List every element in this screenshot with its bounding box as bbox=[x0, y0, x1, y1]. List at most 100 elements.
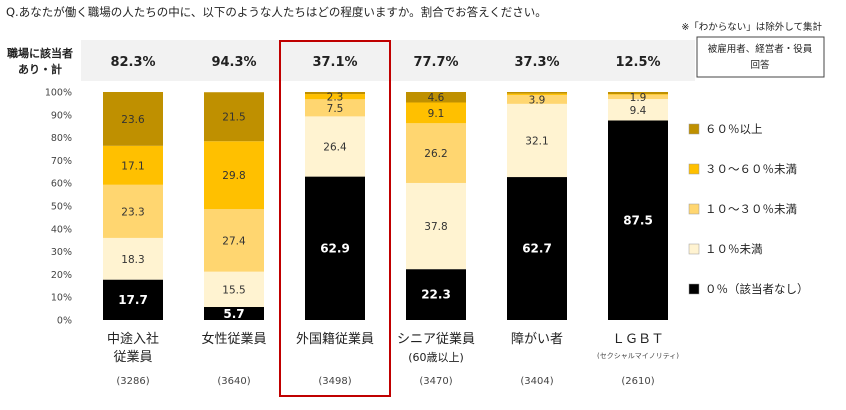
category-label: 従業員 bbox=[113, 349, 152, 365]
category-label: 女性従業員 bbox=[201, 331, 266, 347]
legend-label: ０％（該当者なし） bbox=[705, 282, 809, 296]
bar-segment bbox=[406, 92, 466, 103]
bar-segment bbox=[103, 237, 163, 280]
bar-segment bbox=[608, 99, 668, 121]
data-label: 62.7 bbox=[522, 242, 552, 256]
sample-size: (3640) bbox=[217, 376, 250, 387]
summary-label-line: あり・計 bbox=[18, 62, 62, 76]
bar-segment bbox=[305, 176, 365, 320]
question-title: Q.あなたが働く職場の人たちの中に、以下のような人たちはどの程度いますか。割合で… bbox=[6, 5, 547, 19]
legend-label: ６０％以上 bbox=[705, 122, 763, 136]
data-labels: 17.7 18.3 23.3 17.1 23.6 5.7 15.5 27.4 29.8 21.5 6… bbox=[118, 92, 653, 321]
data-label: 32.1 bbox=[525, 135, 548, 147]
data-label: 27.4 bbox=[222, 235, 246, 247]
bar-segment bbox=[608, 92, 668, 95]
summary-value: 82.3% bbox=[110, 55, 155, 70]
bar-segment bbox=[204, 141, 264, 210]
summary-value: 77.7% bbox=[413, 55, 458, 70]
bar-segment bbox=[305, 99, 365, 117]
bar-segment bbox=[305, 94, 365, 100]
legend-swatch bbox=[688, 243, 700, 255]
data-label: 9.1 bbox=[428, 108, 445, 120]
data-label: 37.8 bbox=[424, 221, 447, 233]
sample-size: (3404) bbox=[520, 376, 553, 387]
legend-swatch bbox=[688, 283, 700, 295]
data-label: 21.5 bbox=[222, 112, 245, 124]
bar-segment bbox=[507, 92, 567, 94]
y-tick-label: 10% bbox=[51, 293, 72, 304]
bar-segment bbox=[103, 92, 163, 146]
y-tick-label: 90% bbox=[51, 110, 72, 121]
summary-values: 82.3% 94.3% 37.1% 77.7% 37.3% 12.5% bbox=[110, 55, 660, 70]
bar-segment bbox=[507, 103, 567, 178]
bar-segment bbox=[103, 145, 163, 185]
data-label: 23.6 bbox=[121, 114, 145, 126]
category-label: ＬＧＢＴ bbox=[612, 332, 664, 347]
category-label: 外国籍従業員 bbox=[296, 331, 374, 347]
data-label: 22.3 bbox=[421, 288, 451, 302]
bar-segment bbox=[204, 307, 264, 320]
legend-label: １０％未満 bbox=[705, 242, 763, 256]
category-label: 障がい者 bbox=[511, 332, 563, 347]
note-box bbox=[696, 36, 825, 78]
summary-value: 94.3% bbox=[211, 55, 256, 70]
data-label: 7.5 bbox=[327, 103, 344, 115]
sample-size: (3286) bbox=[116, 376, 149, 387]
data-label: 26.4 bbox=[323, 141, 347, 153]
bar-segment bbox=[204, 92, 264, 142]
bar-segment bbox=[103, 184, 163, 238]
bar-segment bbox=[305, 116, 365, 177]
summary-value: 37.3% bbox=[514, 55, 559, 70]
data-label: 2.3 bbox=[327, 92, 344, 104]
note-text: ※「わからない」は除外して集計 bbox=[681, 21, 822, 33]
bar-segment bbox=[507, 94, 567, 104]
note-box-line: 被雇用者、経営者・役員 bbox=[708, 43, 813, 55]
data-label: 15.5 bbox=[222, 284, 245, 296]
summary-label-line: 職場に該当者 bbox=[7, 46, 73, 60]
data-label: 87.5 bbox=[623, 213, 653, 227]
legend-swatch bbox=[688, 163, 700, 175]
bar-segment bbox=[406, 102, 466, 124]
bar-segment bbox=[406, 123, 466, 183]
bar-segment bbox=[507, 177, 567, 320]
y-tick-label: 100% bbox=[45, 88, 72, 99]
legend-swatch bbox=[688, 123, 700, 135]
legend: ６０％以上 ３０～６０％未満 １０～３０％未満 １０％未満 ０％（該当者なし） bbox=[688, 122, 809, 296]
summary-value: 12.5% bbox=[615, 55, 660, 70]
data-label: 1.9 bbox=[630, 92, 647, 104]
category-label: 中途入社 bbox=[107, 331, 159, 347]
data-label: 3.9 bbox=[529, 94, 546, 106]
summary-value: 37.1% bbox=[312, 55, 357, 70]
data-label: 23.3 bbox=[121, 206, 144, 218]
bar-segment bbox=[608, 94, 668, 95]
bar-segment bbox=[204, 209, 264, 272]
bar-segment bbox=[103, 279, 163, 320]
note-box-line: 回答 bbox=[750, 59, 770, 71]
y-tick-label: 80% bbox=[51, 133, 72, 144]
category-label: (60歳以上) bbox=[408, 351, 464, 364]
bar-segment bbox=[406, 269, 466, 320]
data-label: 17.7 bbox=[118, 293, 148, 307]
y-tick-label: 20% bbox=[51, 270, 72, 281]
bar-segment bbox=[305, 92, 365, 95]
legend-label: ３０～６０％未満 bbox=[705, 162, 797, 176]
data-label: 26.2 bbox=[424, 148, 447, 160]
sample-size: (2610) bbox=[621, 376, 654, 387]
bar-segment bbox=[406, 182, 466, 270]
data-label: 4.6 bbox=[428, 92, 445, 104]
data-label: 18.3 bbox=[121, 254, 144, 266]
bar-segment bbox=[608, 94, 668, 100]
category-sublabel: (セクシャルマイノリティ) bbox=[597, 352, 679, 360]
data-label: 5.7 bbox=[223, 307, 244, 321]
legend-label: １０～３０％未満 bbox=[705, 202, 797, 216]
y-tick-label: 30% bbox=[51, 247, 72, 258]
summary-band bbox=[81, 40, 695, 81]
sample-size: (3470) bbox=[419, 376, 452, 387]
y-tick-label: 70% bbox=[51, 156, 72, 167]
y-tick-label: 0% bbox=[57, 316, 72, 327]
bar-segment bbox=[507, 93, 567, 95]
